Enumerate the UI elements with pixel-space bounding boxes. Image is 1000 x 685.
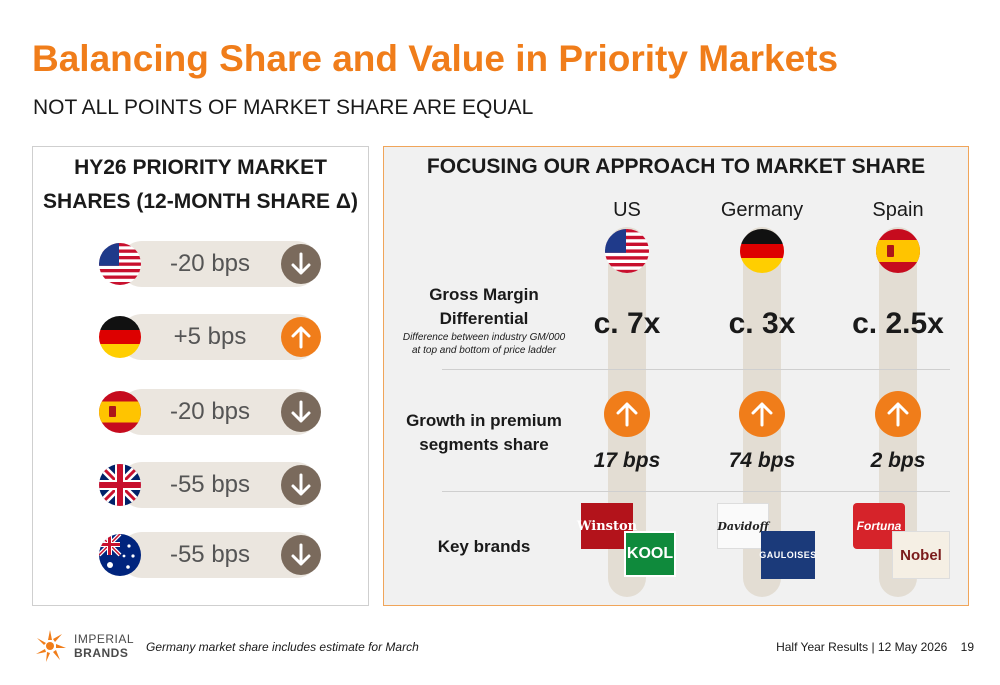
market-share-approach-panel: FOCUSING OUR APPROACH TO MARKET SHARE US… xyxy=(383,146,969,606)
gross-margin-desc-line2: at top and bottom of price ladder xyxy=(412,345,556,356)
country-header-spain: Spain xyxy=(872,199,924,221)
key-brands-label: Key brands xyxy=(437,537,531,556)
davidoff-brand-logo: Davidoff xyxy=(717,503,769,549)
down-arrow-icon xyxy=(281,244,321,284)
page-title: Balancing Share and Value in Priority Ma… xyxy=(32,38,839,79)
imperial-brands-logo xyxy=(32,626,128,666)
spain-flag-icon xyxy=(99,391,141,433)
down-arrow-icon xyxy=(281,392,321,432)
company-logo-text: IMPERIAL BRANDS xyxy=(74,632,134,660)
footer-right: Half Year Results | 12 May 2026 19 xyxy=(776,640,974,654)
logo-line2: BRANDS xyxy=(74,646,129,660)
right-panel-heading: FOCUSING OUR APPROACH TO MARKET SHARE xyxy=(426,155,926,178)
gauloises-brand-logo: GAULOISES xyxy=(759,531,816,579)
left-panel-heading: HY26 PRIORITY MARKET SHARES (12-MONTH SH… xyxy=(33,151,368,219)
premium-growth-label: Growth in premium segments share xyxy=(394,409,574,457)
row-divider xyxy=(442,491,950,492)
premium-growth-value-spain: 2 bps xyxy=(870,449,926,472)
market-share-row-germany: +5 bps xyxy=(99,312,321,362)
market-share-row-spain: -20 bps xyxy=(99,387,321,437)
priority-market-shares-panel: HY26 PRIORITY MARKET SHARES (12-MONTH SH… xyxy=(32,146,369,606)
country-header-germany: Germany xyxy=(720,199,804,221)
gross-margin-description: Difference between industry GM/000 at to… xyxy=(396,331,572,357)
market-share-row-australia: -55 bps xyxy=(99,530,321,580)
gross-margin-value-germany: c. 3x xyxy=(728,307,796,340)
share-change-value: -20 bps xyxy=(169,398,251,425)
gross-margin-value-spain: c. 2.5x xyxy=(852,307,944,340)
up-arrow-icon xyxy=(604,391,650,437)
premium-growth-label-line1: Growth in premium xyxy=(406,411,562,430)
share-change-value: +5 bps xyxy=(173,323,247,350)
spain-flag-icon xyxy=(876,229,920,273)
gross-margin-desc-line1: Difference between industry GM/000 xyxy=(402,332,566,343)
up-arrow-icon xyxy=(281,317,321,357)
left-heading-line2: SHARES (12-MONTH SHARE Δ) xyxy=(43,190,358,213)
market-share-row-uk: -55 bps xyxy=(99,460,321,510)
nobel-brand-logo: Nobel xyxy=(892,531,950,579)
down-arrow-icon xyxy=(281,535,321,575)
share-change-value: -20 bps xyxy=(169,250,251,277)
share-change-value: -55 bps xyxy=(169,471,251,498)
country-header-us: US xyxy=(613,199,641,221)
footnote: Germany market share includes estimate f… xyxy=(146,640,419,654)
kool-brand-logo: KOOL xyxy=(624,531,676,577)
market-share-row-us: -20 bps xyxy=(99,239,321,289)
up-arrow-icon xyxy=(739,391,785,437)
uk-flag-icon xyxy=(99,464,141,506)
australia-flag-icon xyxy=(99,534,141,576)
imperial-brands-logo-icon xyxy=(36,630,66,662)
down-arrow-icon xyxy=(281,465,321,505)
germany-flag-icon xyxy=(99,316,141,358)
row-divider xyxy=(442,369,950,370)
up-arrow-icon xyxy=(875,391,921,437)
gross-margin-label: Gross Margin Differential xyxy=(394,283,574,331)
page-number: 19 xyxy=(960,640,974,654)
page-subtitle: NOT ALL POINTS OF MARKET SHARE ARE EQUAL xyxy=(33,96,534,119)
share-change-value: -55 bps xyxy=(169,541,251,568)
germany-flag-icon xyxy=(740,229,784,273)
gross-margin-value-us: c. 7x xyxy=(593,307,661,340)
logo-line1: IMPERIAL xyxy=(74,632,135,646)
us-flag-icon xyxy=(605,229,649,273)
premium-growth-value-us: 17 bps xyxy=(593,449,661,472)
us-flag-icon xyxy=(99,243,141,285)
gross-margin-label-line1: Gross Margin xyxy=(429,285,539,304)
presentation-info: Half Year Results | 12 May 2026 xyxy=(776,640,948,654)
left-heading-line1: HY26 PRIORITY MARKET xyxy=(74,156,327,179)
gross-margin-label-line2: Differential xyxy=(439,309,529,328)
premium-growth-label-line2: segments share xyxy=(419,435,549,454)
premium-growth-value-germany: 74 bps xyxy=(728,449,796,472)
